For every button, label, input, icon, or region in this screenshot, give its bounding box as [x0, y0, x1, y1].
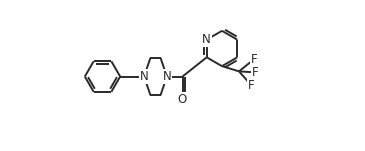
Text: N: N [140, 70, 149, 83]
Text: F: F [251, 53, 257, 66]
Text: N: N [202, 33, 211, 46]
Text: N: N [162, 70, 171, 83]
Text: F: F [248, 79, 255, 92]
Text: F: F [252, 66, 258, 79]
Text: O: O [178, 93, 187, 106]
